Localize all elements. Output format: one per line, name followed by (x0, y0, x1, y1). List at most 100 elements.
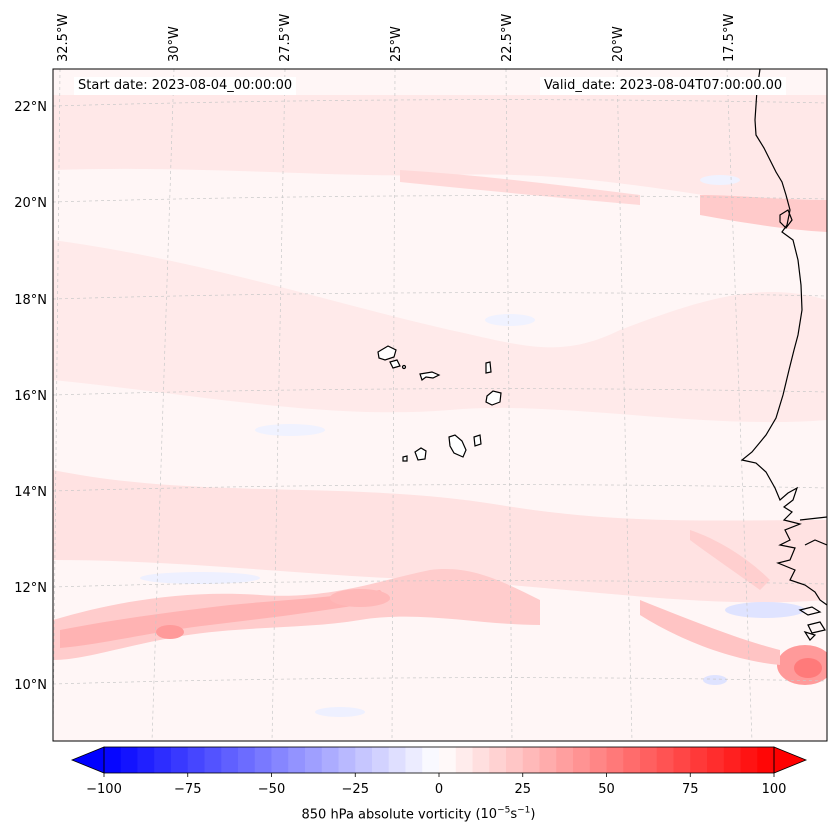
graticule (53, 69, 827, 741)
colorbar-tick-label: 0 (435, 782, 443, 797)
colorbar-swatch (472, 747, 490, 773)
vorticity-positive-core (60, 590, 390, 648)
meridian-line (616, 69, 633, 741)
longitude-label: 32.5°W (56, 14, 71, 62)
parallel-line (53, 292, 827, 300)
colorbar-swatch (204, 747, 222, 773)
vorticity-positive-band (400, 170, 640, 205)
colorbar-swatch (455, 747, 473, 773)
colorbar-tick-label: −50 (258, 782, 285, 797)
colorbar-tick-label: 75 (682, 782, 699, 797)
vorticity-positive-core (794, 658, 822, 678)
vorticity-negative-patch (703, 675, 727, 685)
parallel-line (53, 99, 827, 107)
colorbar-swatch (556, 747, 574, 773)
longitude-label: 20°W (611, 26, 626, 62)
colorbar-swatch (120, 747, 138, 773)
vorticity-positive-band (53, 569, 540, 660)
island-fogo (414, 447, 427, 461)
parallel-line (53, 195, 827, 203)
africa-coastline (803, 630, 817, 641)
colorbar-swatch (707, 747, 725, 773)
island-santa-luzia (401, 364, 407, 370)
colorbar-swatch (506, 747, 524, 773)
colorbar-tick-label: −25 (342, 782, 369, 797)
latitude-label: 14°N (14, 485, 47, 500)
meridian-line (151, 69, 175, 741)
colorbar-extend-low (70, 746, 105, 774)
africa-coastline (740, 69, 827, 606)
island-santo-antao (377, 345, 397, 361)
colorbar-swatch (187, 747, 205, 773)
colorbar-swatch (405, 747, 423, 773)
colorbar-tick-label: 25 (514, 782, 531, 797)
latitude-label: 20°N (14, 196, 47, 211)
vorticity-negative-patch (700, 175, 740, 185)
latitude-labels: 22°N 20°N 18°N 16°N 14°N 12°N 10°N (14, 100, 47, 693)
colorbar-swatch (305, 747, 323, 773)
longitude-label: 22.5°W (500, 14, 515, 62)
valid-date-label: Valid_date: 2023-08-04T07:00:00.00 (540, 77, 787, 95)
longitude-label: 30°W (167, 26, 182, 62)
colorbar-swatch (388, 747, 406, 773)
colorbar-swatch (606, 747, 624, 773)
meridian-line (271, 69, 286, 741)
colorbar-swatch (489, 747, 507, 773)
colorbar-swatch (355, 747, 373, 773)
island-brava (402, 455, 408, 462)
colorbar-swatch (757, 747, 775, 773)
africa-coastline (804, 539, 827, 546)
vorticity-negative-patch (140, 572, 260, 584)
longitude-label: 27.5°W (278, 14, 293, 62)
colorbar-swatch (690, 747, 708, 773)
colorbar-swatch (723, 747, 741, 773)
vorticity-positive-band (53, 470, 827, 603)
island-boa-vista (485, 390, 502, 406)
colorbar-variable: 850 hPa absolute vorticity (301, 807, 472, 823)
colorbar-units: (10−5s−1) (475, 806, 536, 823)
vorticity-positive-core (330, 589, 390, 607)
vorticity-positive-band (700, 195, 827, 232)
colorbar-swatch (640, 747, 658, 773)
parallel-line (53, 484, 827, 492)
vorticity-negative-patch (315, 707, 365, 717)
meridian-line (726, 69, 753, 741)
island-sao-vicente (389, 359, 401, 369)
island-santiago (448, 434, 467, 458)
vorticity-positive-band (690, 530, 770, 590)
parallel-line (53, 580, 827, 588)
vorticity-negative-patch (485, 314, 535, 326)
island-coastline (779, 209, 793, 229)
vorticity-negative-patch (255, 424, 325, 436)
colorbar-swatch (372, 747, 390, 773)
colorbar-swatch (171, 747, 189, 773)
colorbar-swatch (522, 747, 540, 773)
latitude-label: 18°N (14, 293, 47, 308)
colorbar-swatch (154, 747, 172, 773)
colorbar-swatch (271, 747, 289, 773)
colorbar-swatch (740, 747, 758, 773)
island-sal (485, 361, 492, 374)
latitude-label: 16°N (14, 389, 47, 404)
longitude-label: 25°W (389, 26, 404, 62)
island-maio (473, 434, 482, 447)
cape-verde-islands (377, 345, 502, 462)
parallel-line (53, 677, 827, 685)
coastline (740, 69, 827, 641)
vorticity-positive-band (640, 600, 780, 665)
colorbar-swatch (238, 747, 256, 773)
latitude-label: 22°N (14, 100, 47, 115)
colorbar-swatch (539, 747, 557, 773)
longitude-labels: 32.5°W 30°W 27.5°W 25°W 22.5°W 20°W 17.5… (56, 14, 737, 62)
meridian-line (391, 69, 396, 741)
colorbar-swatch (321, 747, 339, 773)
meridian-line (53, 69, 61, 741)
colorbar-swatch (439, 747, 457, 773)
longitude-label: 17.5°W (722, 14, 737, 62)
colorbar-tick-label: 50 (598, 782, 615, 797)
colorbar-swatches (104, 747, 775, 773)
map-frame (52, 68, 828, 742)
vorticity-positive-core (156, 625, 184, 639)
vorticity-negative-patch (725, 602, 805, 618)
colorbar-tick-label: 100 (762, 782, 787, 797)
